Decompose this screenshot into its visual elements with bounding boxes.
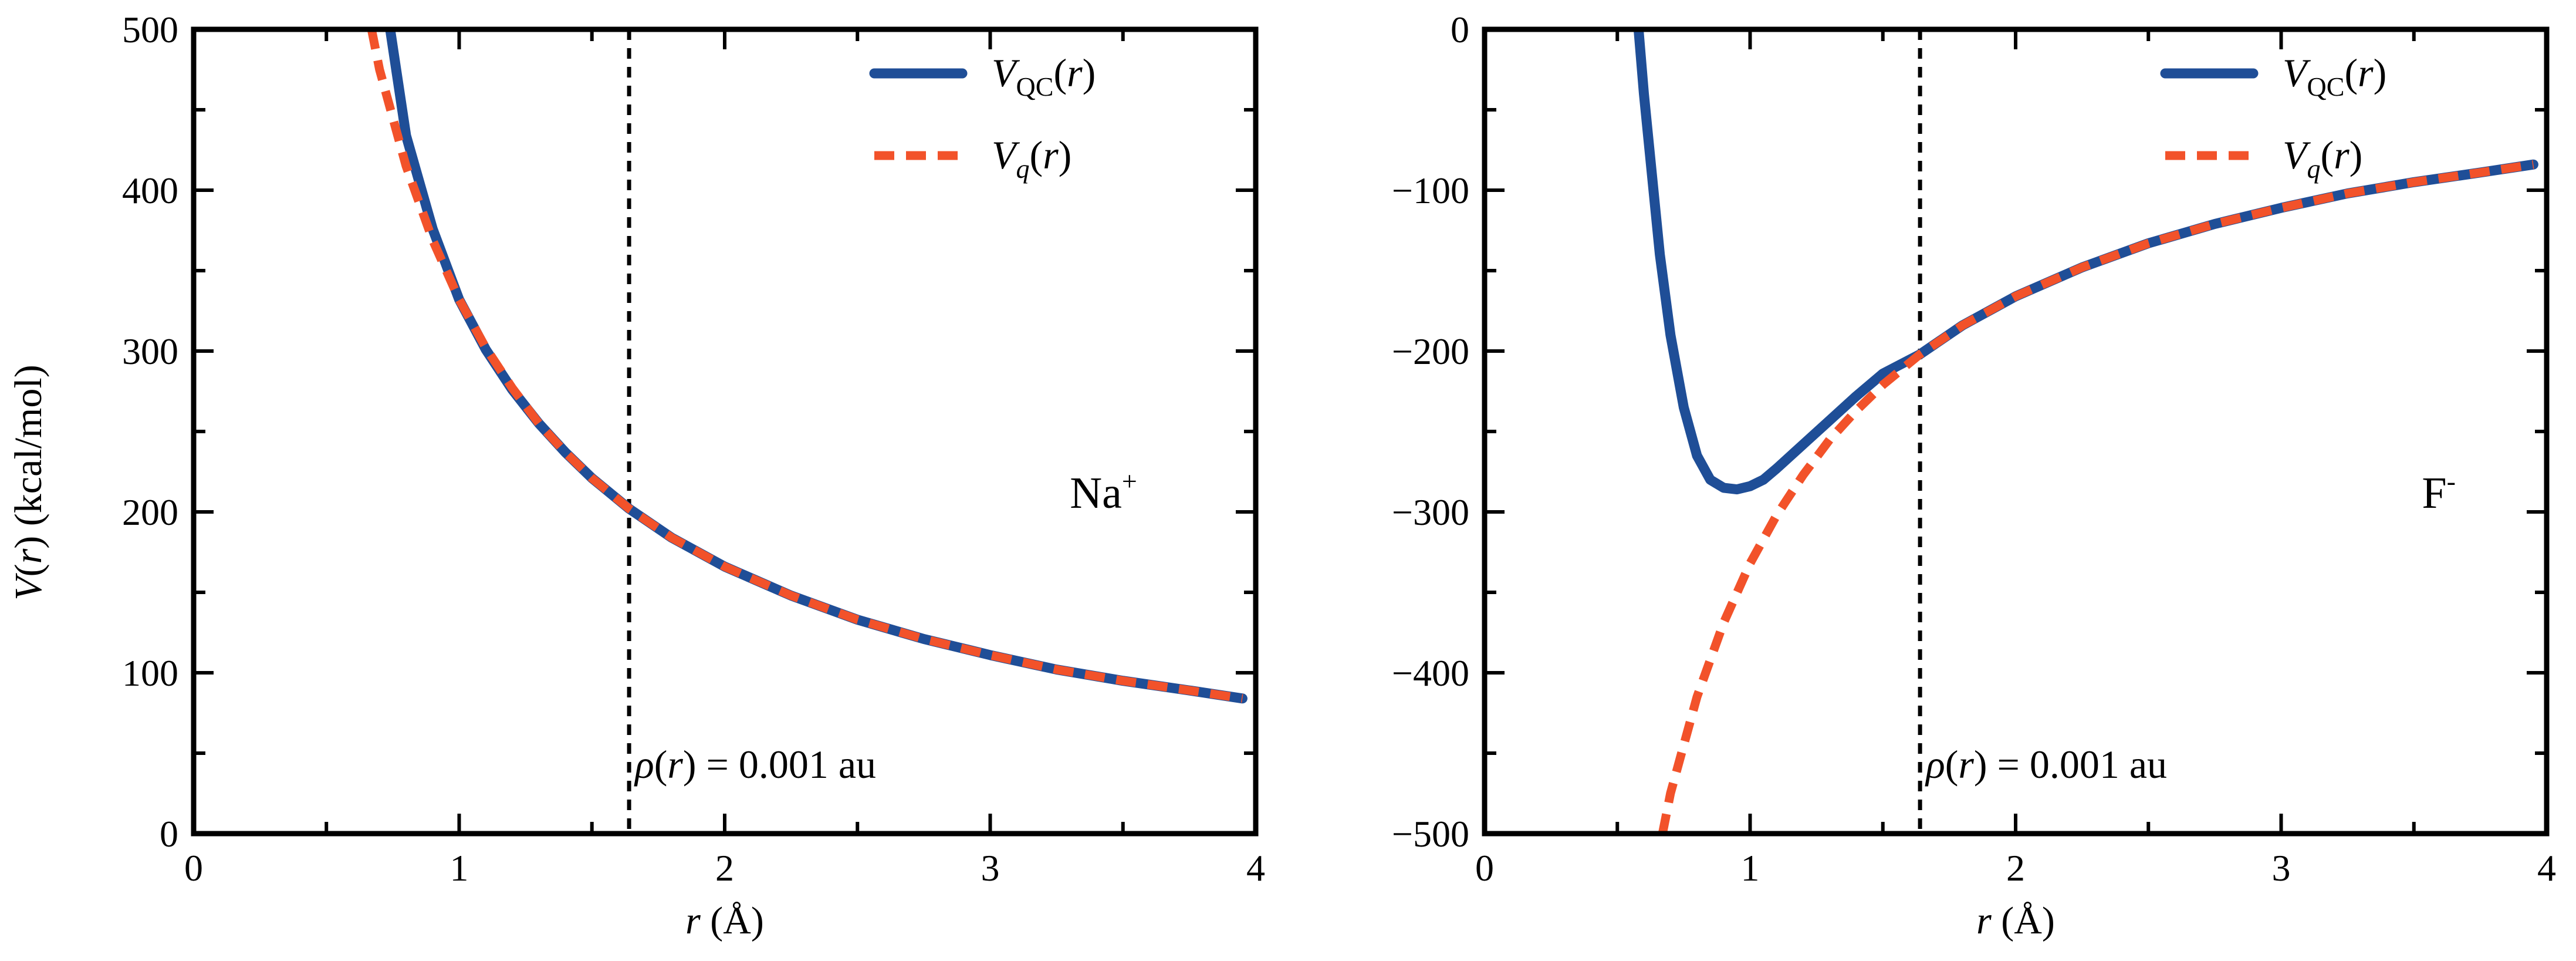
legend-label-vq: Vq(r) [2283, 133, 2362, 184]
x-tick-label: 3 [2272, 847, 2291, 889]
legend-label-vq: Vq(r) [992, 133, 1071, 184]
ion-label: F- [2422, 466, 2456, 518]
y-tick-label: −200 [1392, 331, 1469, 372]
density-annotation: ρ(r) = 0.001 au [634, 742, 876, 787]
x-tick-label: 4 [1246, 847, 1265, 889]
series-vq-line [367, 29, 1243, 703]
plot-frame [1482, 26, 2550, 837]
ion-label: Na+ [1070, 466, 1137, 518]
density-annotation: ρ(r) = 0.001 au [1925, 742, 2167, 787]
x-tick-label: 1 [450, 847, 469, 889]
y-tick-label: 500 [122, 9, 178, 50]
y-tick-label: 0 [160, 813, 178, 855]
plot-frame [191, 26, 1259, 837]
x-tick-label: 0 [1475, 847, 1494, 889]
y-tick-label: 400 [122, 170, 178, 211]
y-tick-label: 100 [122, 652, 178, 694]
y-tick-label: 300 [122, 331, 178, 372]
legend-label-vqc: VQC(r) [992, 50, 1096, 102]
y-tick-label: 200 [122, 491, 178, 533]
series-vq-line [1658, 160, 2534, 834]
x-tick-label: 0 [184, 847, 203, 889]
x-tick-label: 1 [1741, 847, 1760, 889]
y-tick-label: 0 [1451, 9, 1469, 50]
x-axis-label: r (Å) [1976, 899, 2055, 942]
x-axis-label: r (Å) [685, 899, 764, 942]
y-axis-label: V(r) (kcal/mol) [7, 365, 50, 600]
y-tick-label: −100 [1392, 170, 1469, 211]
y-tick-label: −400 [1392, 652, 1469, 694]
series-vqc-line [385, 29, 1248, 704]
x-tick-label: 3 [981, 847, 1000, 889]
y-tick-label: −300 [1392, 491, 1469, 533]
legend-label-vqc: VQC(r) [2283, 50, 2386, 102]
panel-na: 0 1 2 3 4 0 100 200 300 400 500 r (Å) ρ(r) = 0.001 a… [122, 9, 1265, 942]
series-vqc-line [1633, 29, 2538, 495]
x-tick-label: 4 [2537, 847, 2556, 889]
x-tick-label: 2 [2006, 847, 2025, 889]
y-tick-label: −500 [1392, 813, 1469, 855]
panel-f: 0 1 2 3 4 −500 −400 −300 −200 −100 0 r (Å) ρ(r) = 0.… [1392, 9, 2556, 942]
x-tick-label: 2 [715, 847, 734, 889]
